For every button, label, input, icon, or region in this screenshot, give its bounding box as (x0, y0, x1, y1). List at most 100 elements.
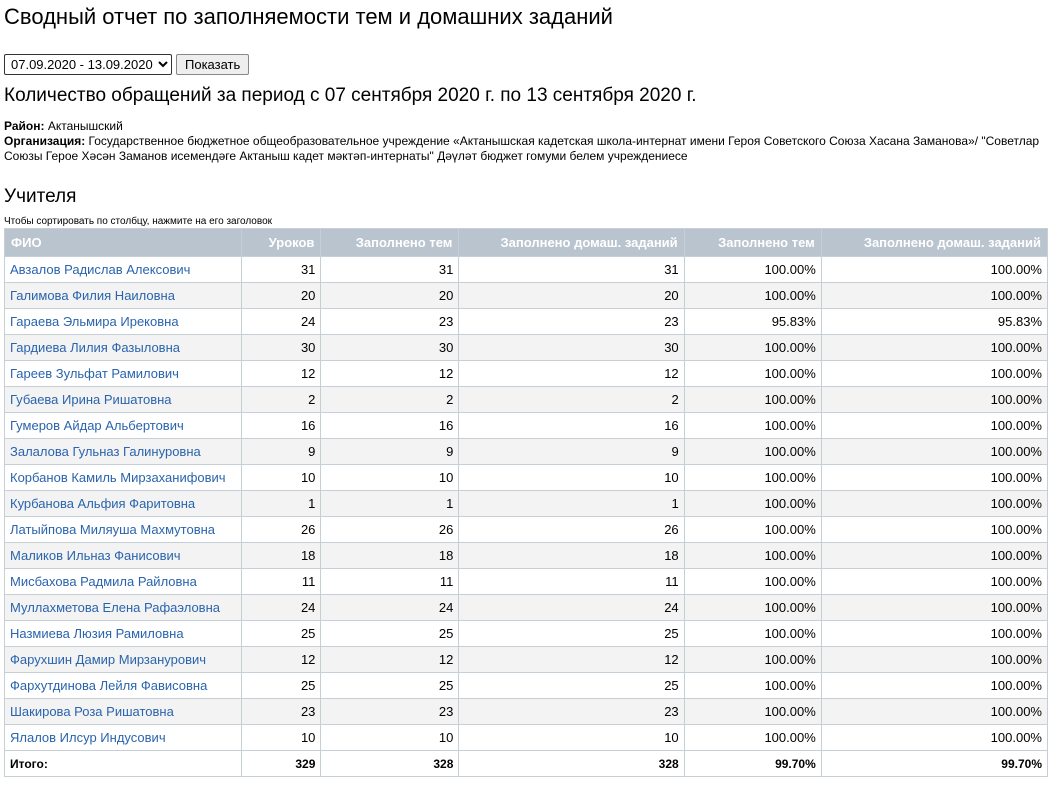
teacher-link[interactable]: Гумеров Айдар Альбертович (10, 418, 184, 433)
value-cell: 100.00% (683, 542, 822, 569)
teacher-link[interactable]: Латыйпова Миляуша Махмутовна (10, 522, 216, 537)
teacher-name-cell: Латыйпова Миляуша Махмутовна (3, 516, 243, 543)
teacher-link[interactable]: Гардиева Лилия Фазыловна (10, 340, 180, 355)
teacher-link[interactable]: Гареев Зульфат Рамилович (10, 366, 179, 381)
value-cell: 100.00% (683, 282, 822, 309)
teacher-link[interactable]: Авзалов Радислав Алексович (10, 262, 191, 277)
total-cell: 99.70% (820, 750, 1049, 777)
table-row: Маликов Ильназ Фанисович 18 18 18 100.00% 100… (3, 542, 1049, 569)
total-cell: 329 (241, 750, 322, 777)
value-cell: 12 (458, 646, 685, 673)
teacher-name-cell: Гараева Эльмира Ирековна (3, 308, 243, 335)
value-cell: 100.00% (820, 386, 1049, 413)
value-cell: 9 (241, 438, 322, 465)
value-cell: 100.00% (683, 516, 822, 543)
value-cell: 18 (458, 542, 685, 569)
teacher-link[interactable]: Губаева Ирина Ришатовна (10, 392, 172, 407)
value-cell: 18 (320, 542, 460, 569)
teacher-link[interactable]: Ялалов Илсур Индусович (10, 730, 166, 745)
teacher-link[interactable]: Мисбахова Радмила Райловна (10, 574, 197, 589)
value-cell: 30 (320, 334, 460, 361)
table-row: Ялалов Илсур Индусович 10 10 10 100.00% 100.0… (3, 724, 1049, 751)
value-cell: 12 (320, 360, 460, 387)
teacher-link[interactable]: Муллахметова Елена Рафаэловна (10, 600, 220, 615)
teacher-link[interactable]: Фархутдинова Лейля Фависовна (10, 678, 208, 693)
value-cell: 100.00% (820, 360, 1049, 387)
value-cell: 23 (458, 308, 685, 335)
teacher-link[interactable]: Фарухшин Дамир Мирзанурович (10, 652, 207, 667)
table-row: Гараева Эльмира Ирековна 24 23 23 95.83% 95.8… (3, 308, 1049, 335)
table-row: Галимова Филия Наиловна 20 20 20 100.00% 100.… (3, 282, 1049, 309)
value-cell: 2 (320, 386, 460, 413)
value-cell: 95.83% (683, 308, 822, 335)
value-cell: 100.00% (683, 360, 822, 387)
table-row: Залалова Гульназ Галинуровна 9 9 9 100.00% 10… (3, 438, 1049, 465)
column-header[interactable]: Заполнено тем (320, 228, 460, 257)
org-info: Организация: Государственное бюджетное о… (4, 134, 1048, 164)
column-header[interactable]: Заполнено тем (683, 228, 822, 257)
value-cell: 100.00% (683, 568, 822, 595)
total-cell: 328 (458, 750, 685, 777)
value-cell: 11 (458, 568, 685, 595)
value-cell: 1 (320, 490, 460, 517)
table-row: Назмиева Люзия Рамиловна 25 25 25 100.00% 100… (3, 620, 1049, 647)
value-cell: 100.00% (820, 672, 1049, 699)
value-cell: 100.00% (683, 646, 822, 673)
value-cell: 12 (458, 360, 685, 387)
total-row: Итого: 329 328 328 99.70% 99.70% (3, 750, 1049, 777)
teacher-link[interactable]: Курбанова Альфия Фаритовна (10, 496, 196, 511)
table-row: Фархутдинова Лейля Фависовна 25 25 25 100.00… (3, 672, 1049, 699)
teacher-link[interactable]: Корбанов Камиль Мирзаханифович (10, 470, 226, 485)
value-cell: 9 (320, 438, 460, 465)
period-controls: 07.09.2020 - 13.09.2020 Показать (4, 54, 1048, 75)
teacher-name-cell: Гареев Зульфат Рамилович (3, 360, 243, 387)
value-cell: 100.00% (820, 282, 1049, 309)
value-cell: 100.00% (683, 620, 822, 647)
value-cell: 10 (458, 724, 685, 751)
column-header[interactable]: Уроков (241, 228, 322, 257)
table-row: Муллахметова Елена Рафаэловна 24 24 24 100.0… (3, 594, 1049, 621)
value-cell: 23 (458, 698, 685, 725)
value-cell: 100.00% (820, 256, 1049, 283)
column-header[interactable]: Заполнено домаш. заданий (820, 228, 1049, 257)
teacher-link[interactable]: Назмиева Люзия Рамиловна (10, 626, 184, 641)
table-row: Курбанова Альфия Фаритовна 1 1 1 100.00% 100.… (3, 490, 1049, 517)
table-row: Мисбахова Радмила Райловна 11 11 11 100.00% 1… (3, 568, 1049, 595)
value-cell: 100.00% (820, 334, 1049, 361)
value-cell: 100.00% (683, 490, 822, 517)
value-cell: 10 (320, 724, 460, 751)
value-cell: 11 (241, 568, 322, 595)
value-cell: 100.00% (820, 464, 1049, 491)
teacher-link[interactable]: Гараева Эльмира Ирековна (10, 314, 179, 329)
teacher-link[interactable]: Шакирова Роза Ришатовна (10, 704, 174, 719)
show-button[interactable]: Показать (176, 54, 250, 75)
value-cell: 10 (320, 464, 460, 491)
total-cell: 99.70% (683, 750, 822, 777)
period-select[interactable]: 07.09.2020 - 13.09.2020 (4, 54, 172, 75)
column-header[interactable]: ФИО (3, 228, 243, 257)
value-cell: 100.00% (683, 698, 822, 725)
teacher-link[interactable]: Галимова Филия Наиловна (10, 288, 175, 303)
value-cell: 30 (458, 334, 685, 361)
value-cell: 100.00% (820, 438, 1049, 465)
value-cell: 100.00% (683, 672, 822, 699)
value-cell: 31 (320, 256, 460, 283)
value-cell: 25 (320, 672, 460, 699)
value-cell: 16 (320, 412, 460, 439)
district-value: Актанышский (47, 119, 123, 133)
value-cell: 25 (458, 672, 685, 699)
table-row: Авзалов Радислав Алексович 31 31 31 100.00% 1… (3, 256, 1049, 283)
org-label: Организация: (4, 134, 86, 148)
total-cell: Итого: (3, 750, 243, 777)
value-cell: 26 (241, 516, 322, 543)
teacher-name-cell: Муллахметова Елена Рафаэловна (3, 594, 243, 621)
table-row: Гареев Зульфат Рамилович 12 12 12 100.00% 100… (3, 360, 1049, 387)
teacher-name-cell: Шакирова Роза Ришатовна (3, 698, 243, 725)
value-cell: 100.00% (820, 698, 1049, 725)
teacher-link[interactable]: Маликов Ильназ Фанисович (10, 548, 181, 563)
value-cell: 12 (241, 646, 322, 673)
teacher-link[interactable]: Залалова Гульназ Галинуровна (10, 444, 201, 459)
table-row: Гумеров Айдар Альбертович 16 16 16 100.00% 10… (3, 412, 1049, 439)
value-cell: 26 (458, 516, 685, 543)
column-header[interactable]: Заполнено домаш. заданий (458, 228, 685, 257)
